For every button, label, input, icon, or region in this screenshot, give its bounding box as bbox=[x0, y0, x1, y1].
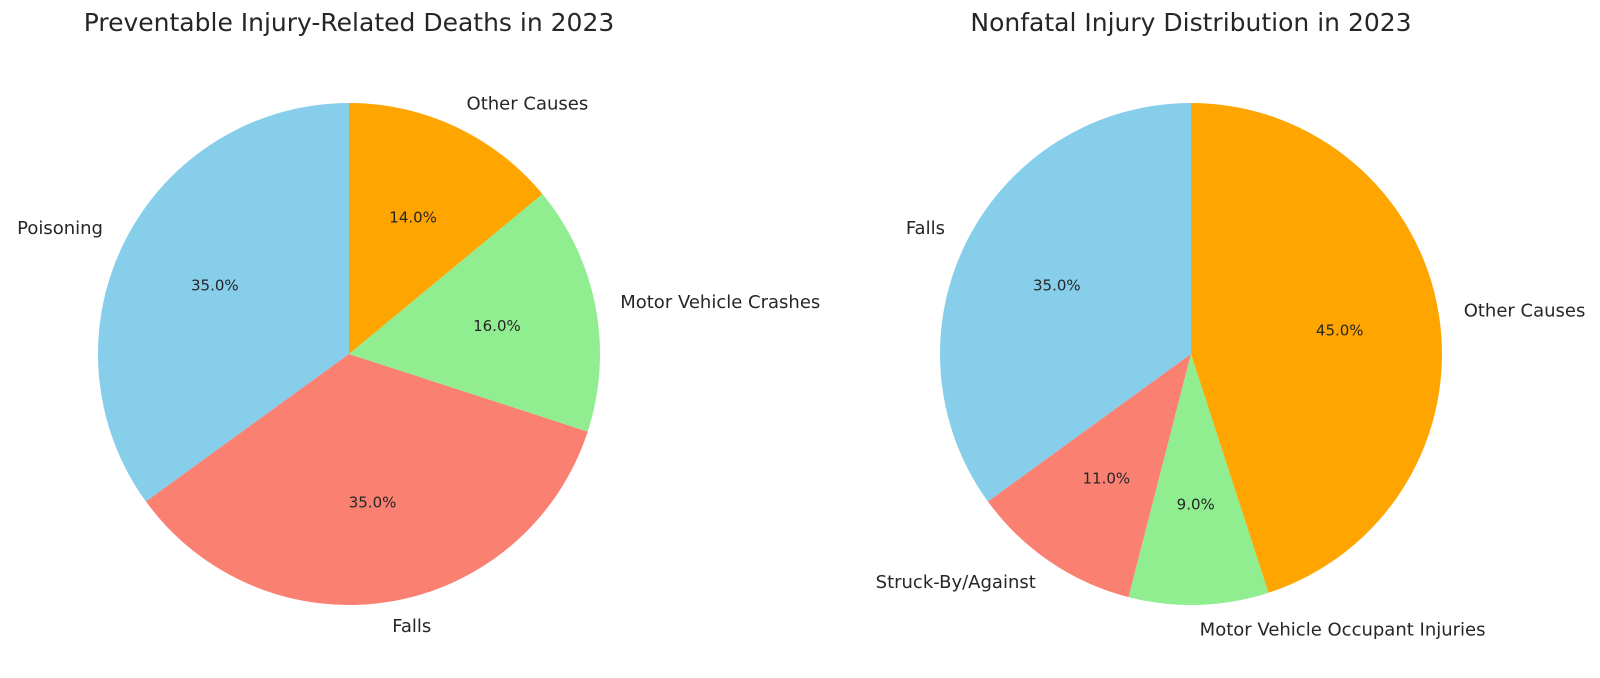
pie-category-label: Poisoning bbox=[17, 218, 103, 239]
pie-percent-labels: 35.0% 35.0% 16.0% 14.0% bbox=[191, 209, 521, 512]
pie-chart-nonfatal: Nonfatal Injury Distribution in 2023 35.… bbox=[876, 8, 1586, 640]
pie-category-label: Motor Vehicle Occupant Injuries bbox=[1200, 619, 1486, 640]
pie-percent-label: 9.0% bbox=[1177, 496, 1215, 514]
pie-slice-motor-vehicle-occupant-injuries bbox=[1128, 354, 1269, 605]
pie-category-labels: Falls Struck-By/Against Motor Vehicle Occu… bbox=[876, 218, 1586, 640]
pie-category-label: Other Causes bbox=[467, 94, 589, 115]
pie-slice-motor-vehicle-crashes bbox=[349, 194, 600, 432]
pie-percent-label: 35.0% bbox=[349, 494, 397, 512]
pie-slice-struck-by-against bbox=[987, 354, 1191, 598]
pie-category-label: Other Causes bbox=[1464, 300, 1586, 321]
pie-percent-label: 11.0% bbox=[1083, 470, 1131, 488]
pie-slice-falls bbox=[940, 103, 1191, 502]
pie-slice-falls bbox=[145, 354, 588, 606]
pie-category-label: Falls bbox=[392, 616, 431, 637]
pie-percent-label: 35.0% bbox=[1033, 277, 1081, 295]
pie-category-labels: Poisoning Falls Motor Vehicle Crashes Other… bbox=[17, 94, 820, 638]
pie-slice-poisoning bbox=[98, 103, 350, 502]
pie-percent-label: 14.0% bbox=[389, 209, 437, 227]
pie-category-label: Motor Vehicle Crashes bbox=[620, 292, 820, 313]
pie-slices bbox=[940, 103, 1443, 605]
pie-percent-label: 16.0% bbox=[473, 317, 521, 335]
pie-percent-label: 35.0% bbox=[191, 277, 239, 295]
pie-category-label: Struck-By/Against bbox=[876, 572, 1036, 593]
pie-chart-deaths: Preventable Injury-Related Deaths in 202… bbox=[17, 8, 820, 637]
chart-title: Nonfatal Injury Distribution in 2023 bbox=[970, 8, 1411, 37]
pie-slice-other-causes bbox=[1191, 103, 1443, 593]
pie-percent-label: 45.0% bbox=[1316, 321, 1364, 339]
pie-percent-labels: 35.0% 11.0% 9.0% 45.0% bbox=[1033, 277, 1364, 514]
pie-category-label: Falls bbox=[906, 218, 945, 239]
pie-slices bbox=[98, 103, 600, 606]
chart-title: Preventable Injury-Related Deaths in 202… bbox=[84, 8, 615, 37]
pie-slice-other-causes bbox=[349, 103, 543, 354]
